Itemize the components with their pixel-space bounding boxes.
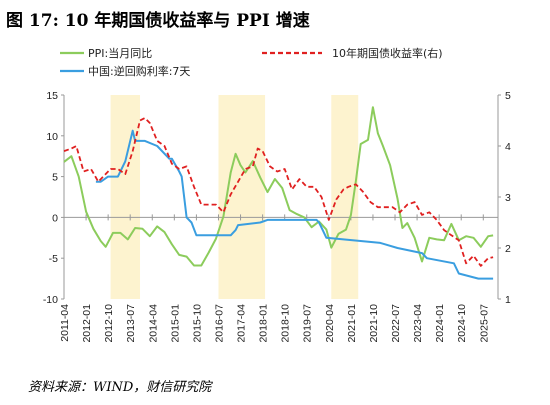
- series-line-3: [95, 129, 494, 280]
- source-note: 资料来源：WIND，财信研究院: [28, 380, 212, 395]
- legend-label-3: 中国:逆回购利率:7天: [88, 64, 190, 78]
- x-tick-label: 2012-01: [81, 304, 93, 343]
- x-tick-label: 2011-04: [59, 304, 71, 342]
- left-tick-label: -5: [49, 253, 58, 265]
- shaded-period-2: [218, 95, 266, 299]
- x-tick-label: 2024-10: [456, 304, 468, 343]
- x-tick-label: 2014-04: [147, 304, 159, 343]
- left-tick-label: 10: [46, 131, 58, 143]
- right-tick-label: 3: [505, 192, 511, 204]
- x-tick-label: 2025-07: [478, 304, 490, 343]
- shaded-period-1: [110, 95, 141, 299]
- x-tick-label: 2016-07: [213, 304, 225, 343]
- x-tick-label: 2022-07: [390, 304, 402, 343]
- tick-labels: 15 10 5 0 -5 -10 5 4 3 2 1 2011-04 2012-01 2012-10 201…: [43, 90, 511, 343]
- left-tick-label: -10: [43, 294, 58, 306]
- x-tick-label: 2015-10: [191, 304, 203, 343]
- legend: PPI:当月同比 10年期国债收益率(右) 中国:逆回购利率:7天: [60, 46, 443, 78]
- x-tick-label: 2017-04: [236, 304, 248, 343]
- x-tick-label: 2021-01: [346, 304, 358, 343]
- x-tick-label: 2013-07: [125, 304, 137, 343]
- x-tick-label: 2018-10: [280, 304, 292, 343]
- right-tick-label: 1: [505, 294, 511, 306]
- series-line-2: [63, 117, 494, 267]
- right-tick-label: 4: [505, 141, 511, 153]
- left-tick-label: 0: [52, 212, 58, 224]
- figure-title: 图 17: 10 年期国债收益率与 PPI 增速: [6, 11, 310, 31]
- right-tick-label: 2: [505, 243, 511, 255]
- left-tick-label: 5: [52, 172, 58, 184]
- left-tick-label: 15: [46, 90, 58, 102]
- x-tick-label: 2012-10: [103, 304, 115, 343]
- legend-label-1: PPI:当月同比: [88, 46, 152, 60]
- x-tick-label: 2015-01: [169, 304, 181, 343]
- x-tick-label: 2018-01: [258, 304, 270, 343]
- series-lines: [63, 106, 494, 280]
- x-tick-label: 2023-04: [412, 304, 424, 343]
- legend-label-2: 10年期国债收益率(右): [332, 46, 443, 60]
- x-tick-label: 2021-10: [368, 304, 380, 343]
- x-tick-label: 2019-07: [302, 304, 314, 343]
- right-tick-label: 5: [505, 90, 511, 102]
- x-tick-label: 2020-04: [324, 304, 336, 343]
- series-line-1: [63, 106, 494, 267]
- x-tick-label: 2024-01: [434, 304, 446, 343]
